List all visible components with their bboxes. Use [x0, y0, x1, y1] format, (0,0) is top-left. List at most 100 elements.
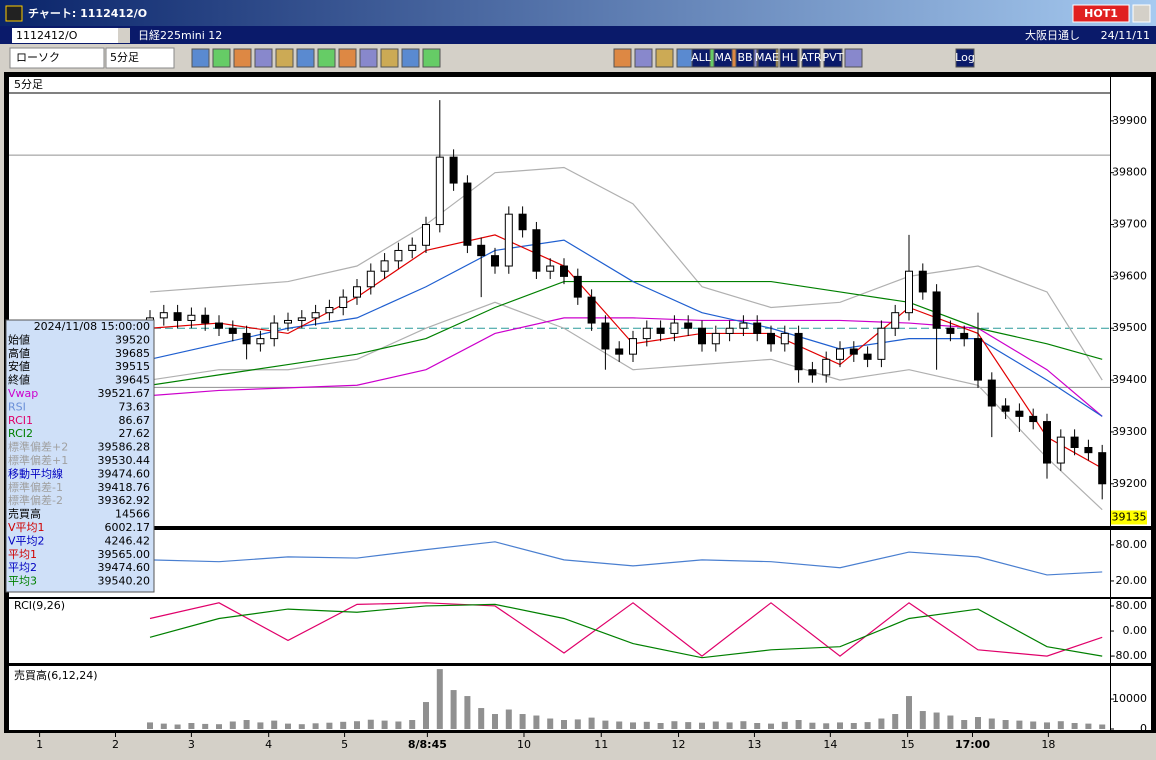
- candle-body: [491, 255, 499, 267]
- tool-button[interactable]: [401, 48, 420, 68]
- volume-bar: [864, 722, 871, 729]
- interval-select[interactable]: [105, 47, 175, 69]
- code-input[interactable]: [12, 28, 130, 43]
- candle-body: [656, 327, 665, 334]
- instrument: 日経225mini 12: [138, 29, 222, 42]
- tool-button[interactable]: [359, 48, 378, 68]
- close-button[interactable]: [1132, 4, 1151, 23]
- tool-button[interactable]: [338, 48, 357, 68]
- candle-body: [518, 213, 527, 231]
- tool-label: Log: [955, 51, 975, 64]
- volume-bar: [1044, 722, 1050, 729]
- y-tick-label: 80.00: [1116, 538, 1148, 551]
- info-label: 売買高: [8, 507, 41, 521]
- candle-body: [629, 338, 637, 355]
- volume-bar: [229, 721, 236, 729]
- code-dropdown[interactable]: [118, 28, 130, 43]
- candle-body: [173, 312, 182, 321]
- volume-panel: [9, 666, 1110, 730]
- candle-body: [1001, 405, 1010, 412]
- volume-bar: [809, 722, 816, 729]
- volume-bar: [547, 718, 554, 729]
- indicator-line: [149, 602, 1103, 657]
- x-tick-label: 8/8:45: [408, 738, 447, 751]
- volume-bar: [975, 717, 981, 729]
- tool-button[interactable]: [955, 48, 975, 68]
- tool-button[interactable]: [655, 48, 674, 68]
- candle-body: [270, 322, 279, 340]
- tool-button[interactable]: [275, 48, 294, 68]
- candle-body: [366, 270, 375, 288]
- candle-body: [256, 338, 265, 345]
- info-value: 39515: [115, 360, 150, 373]
- info-value: 39521.67: [98, 387, 151, 400]
- tool-button[interactable]: [691, 48, 711, 68]
- candle-body: [422, 224, 430, 246]
- tool-button[interactable]: [380, 48, 399, 68]
- indicator-line: [149, 166, 1103, 381]
- tool-button[interactable]: [757, 48, 777, 68]
- tool-button[interactable]: [233, 48, 252, 68]
- candle-body: [780, 332, 789, 345]
- tool-button[interactable]: [191, 48, 210, 68]
- candle-body: [960, 332, 969, 340]
- style-select[interactable]: [9, 47, 105, 69]
- volume-bar: [740, 721, 747, 729]
- candle-body: [380, 260, 389, 272]
- volume-bar: [298, 724, 305, 729]
- volume-bar: [340, 721, 347, 729]
- candle-body: [808, 369, 817, 376]
- tool-button[interactable]: [422, 48, 441, 68]
- y-tick-label: 39200: [1112, 477, 1147, 490]
- tool-button[interactable]: [212, 48, 231, 68]
- volume-bar: [850, 723, 857, 729]
- volume-bar: [878, 718, 885, 729]
- info-value: 39418.76: [98, 481, 151, 494]
- candle-body: [1029, 415, 1038, 423]
- session: 大阪日通し: [1025, 28, 1080, 42]
- volume-bar: [699, 722, 705, 729]
- candle-body: [932, 291, 941, 329]
- hot-button[interactable]: [1072, 4, 1130, 23]
- info-bar: [0, 26, 1156, 44]
- tool-button[interactable]: [317, 48, 336, 68]
- candle-body: [863, 353, 872, 360]
- price-panel: [9, 77, 1110, 526]
- y-tick-label: -80.00: [1112, 649, 1147, 662]
- info-label: 標準偏差+1: [8, 453, 68, 467]
- volume-bar: [602, 720, 609, 729]
- candle-body: [794, 332, 803, 371]
- candle-body: [394, 249, 403, 262]
- x-tick-label: 3: [188, 738, 195, 751]
- tool-button[interactable]: [613, 48, 632, 68]
- last-price-box: [1111, 510, 1147, 525]
- tool-label: PVT: [823, 51, 844, 64]
- volume-bar: [271, 720, 278, 729]
- info-label: Vwap: [8, 387, 38, 400]
- candle-body: [767, 332, 775, 345]
- tool-button[interactable]: [634, 48, 653, 68]
- candle-body: [601, 322, 610, 350]
- tool-button[interactable]: [254, 48, 273, 68]
- x-tick-label: 2: [112, 738, 119, 751]
- candle-body: [670, 322, 679, 334]
- candle-body: [1043, 421, 1051, 464]
- tool-button[interactable]: [823, 48, 843, 68]
- candle-body: [228, 327, 237, 334]
- candle-body: [573, 275, 582, 298]
- volume-axis: [1111, 666, 1151, 730]
- tool-button[interactable]: [844, 48, 863, 68]
- indicator-line: [149, 541, 1103, 576]
- info-label: V平均2: [8, 534, 45, 547]
- volume-bar: [671, 721, 678, 729]
- interval-text: 5分足: [110, 51, 139, 64]
- tool-button[interactable]: [735, 48, 755, 68]
- info-label: 平均2: [8, 561, 37, 574]
- volume-bar: [188, 723, 195, 729]
- volume-bar: [216, 724, 222, 729]
- candle-body: [1070, 436, 1079, 448]
- tool-button[interactable]: [779, 48, 799, 68]
- tool-button[interactable]: [296, 48, 315, 68]
- tool-button[interactable]: [801, 48, 821, 68]
- tool-button[interactable]: [713, 48, 733, 68]
